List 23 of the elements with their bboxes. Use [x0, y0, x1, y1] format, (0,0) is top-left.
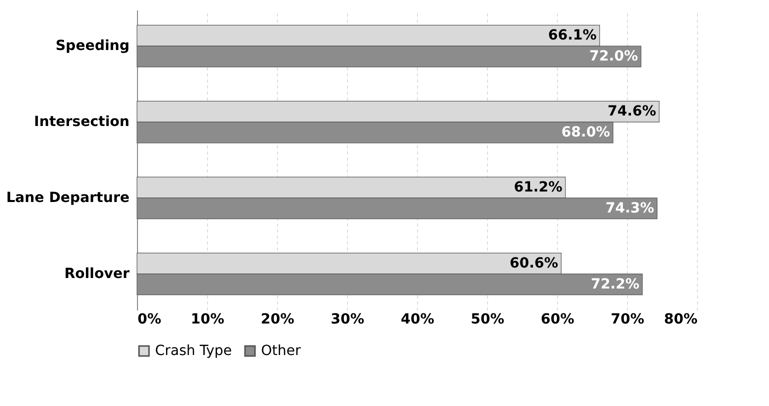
- y-tick-label: Rollover: [64, 266, 130, 282]
- y-tick-label: Speeding: [56, 38, 130, 54]
- legend-label: Crash Type: [155, 343, 232, 359]
- data-label: 68.0%: [561, 124, 610, 140]
- y-tick-label: Intersection: [34, 114, 130, 130]
- x-tick-label: 0%: [138, 312, 162, 328]
- data-label: 66.1%: [548, 28, 597, 44]
- x-tick-label: 20%: [260, 312, 294, 328]
- data-label: 72.2%: [590, 276, 640, 292]
- legend-label: Other: [261, 343, 301, 359]
- y-tick-label: Lane Departure: [6, 190, 130, 206]
- data-label: 74.6%: [608, 104, 656, 120]
- data-label: 72.0%: [589, 48, 638, 65]
- x-tick-label: 30%: [330, 312, 364, 328]
- x-tick-label: 70%: [610, 312, 644, 328]
- data-label: 74.3%: [606, 200, 654, 216]
- x-tick-label: 50%: [470, 312, 504, 328]
- data-label: 61.2%: [514, 180, 562, 196]
- data-label: 60.6%: [510, 255, 558, 272]
- x-tick-label: 10%: [190, 312, 224, 328]
- x-tick-label: 40%: [400, 312, 434, 328]
- x-tick-label: 60%: [540, 312, 574, 328]
- x-tick-label: 80%: [664, 312, 698, 328]
